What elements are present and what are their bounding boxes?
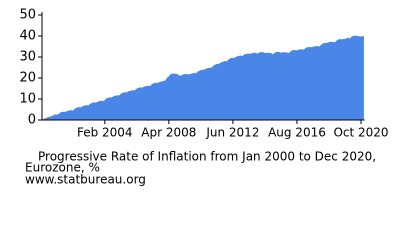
x-tick-label: Feb 2004	[77, 126, 133, 140]
chart-title: Eurozone, %	[25, 161, 100, 175]
y-tick-label: 20	[19, 71, 36, 86]
x-tick-label: Oct 2020	[333, 126, 388, 140]
x-tick-label: Apr 2008	[141, 126, 196, 140]
chart-title: Progressive Rate of Inflation from Jan 2…	[38, 150, 376, 164]
y-tick-label: 10	[19, 92, 36, 107]
x-tick-label: Jun 2012	[205, 126, 259, 140]
area	[41, 35, 364, 121]
y-tick-label: 40	[19, 29, 36, 44]
source: www.statbureau.org	[25, 173, 146, 187]
y-tick-label: 50	[19, 8, 36, 23]
y-tick-label: 30	[19, 50, 36, 65]
x-tick-label: Aug 2016	[268, 126, 326, 140]
y-tick-label: 0	[28, 113, 36, 128]
chart: Progressive Rate of Inflation from Jan 2…	[19, 8, 388, 187]
page: Progressive Rate of Inflation from Jan 2…	[19, 7, 389, 187]
